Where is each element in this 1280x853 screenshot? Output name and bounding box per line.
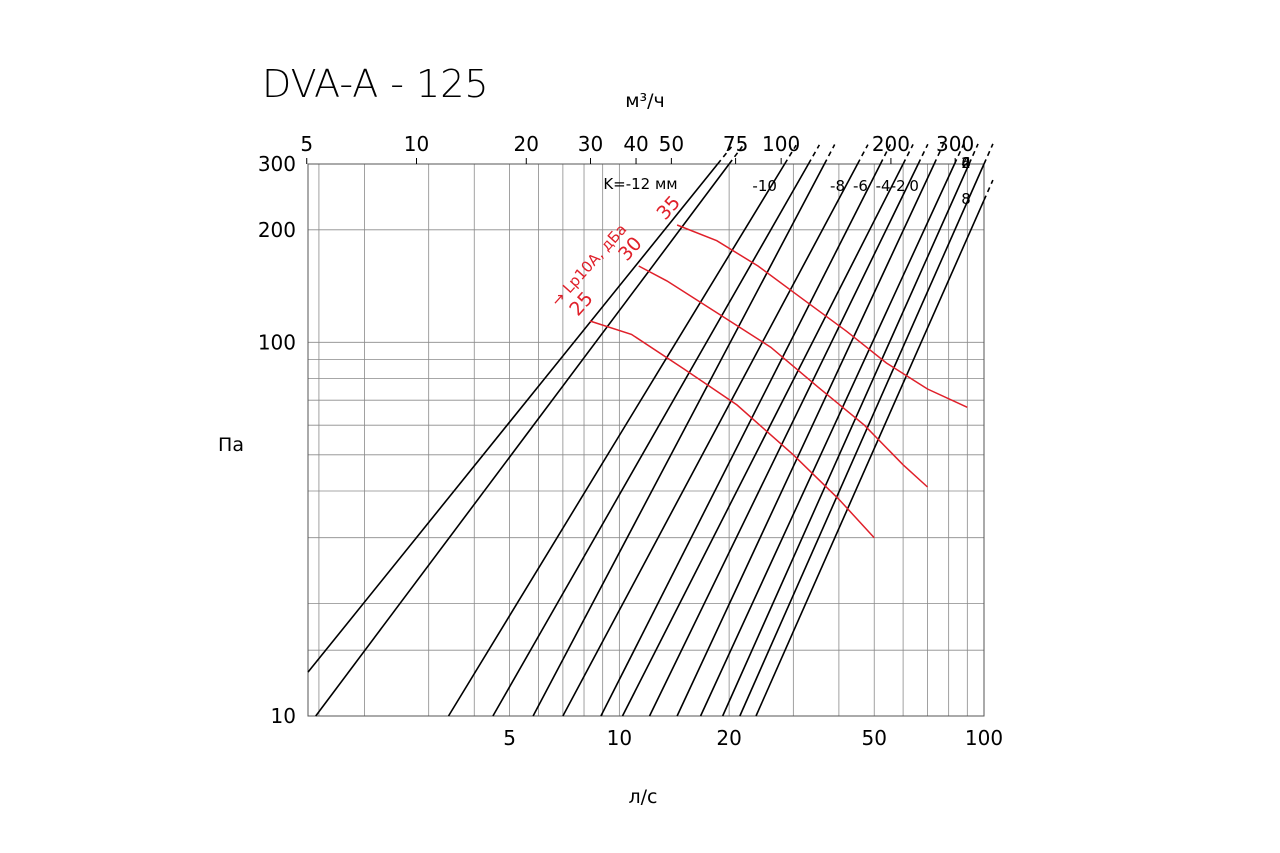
noise-curve-label: 35 <box>652 192 685 225</box>
damper-curve-label: -4 <box>876 177 891 195</box>
damper-curve <box>315 163 730 717</box>
damper-curve-extension <box>807 144 821 165</box>
damper-curve-extension <box>953 143 965 165</box>
damper-curve <box>447 163 786 717</box>
top-tick-label: 30 <box>578 132 603 156</box>
x-tick-label: 5 <box>503 726 516 750</box>
damper-curve-extension <box>983 143 994 165</box>
y-tick-label: 200 <box>258 218 296 242</box>
damper-curve-label: -8 <box>830 177 845 195</box>
top-tick-label: 300 <box>936 132 974 156</box>
top-tick-label: 40 <box>623 132 648 156</box>
damper-curve-extension <box>917 143 929 165</box>
damper-curve-extension <box>902 144 914 165</box>
top-tick-label: 50 <box>659 132 684 156</box>
x-tick-label: 50 <box>862 726 887 750</box>
top-tick-label: 200 <box>872 132 910 156</box>
damper-curve <box>699 163 956 717</box>
damper-curve-label: 2 <box>961 154 971 172</box>
damper-curve-extension <box>783 144 797 165</box>
damper-curve-extension <box>717 146 733 165</box>
damper-curve-label: 8 <box>961 190 971 208</box>
noise-curve <box>589 320 875 539</box>
y-tick-label: 100 <box>258 330 296 354</box>
damper-curve-extension <box>823 144 836 165</box>
grid <box>308 163 985 717</box>
x-tick-label: 100 <box>965 726 1003 750</box>
damper-curve <box>562 163 859 717</box>
top-tick-label: 10 <box>404 132 429 156</box>
y-axis-label: Па <box>218 434 244 456</box>
y-tick-label: 10 <box>271 704 296 728</box>
damper-curve <box>492 163 810 717</box>
damper-curve-label: -6 <box>853 177 868 195</box>
damper-curve <box>307 163 719 673</box>
damper-curve-extension <box>983 179 994 201</box>
noise-curve <box>676 224 968 408</box>
plot-border <box>307 163 985 717</box>
damper-curve <box>676 163 935 717</box>
top-tick-label: 75 <box>723 132 748 156</box>
damper-curve-label: 6 <box>961 154 971 172</box>
damper-curve <box>532 163 826 717</box>
damper-curve-label: K=-12 мм <box>603 175 677 193</box>
damper-curve <box>721 163 970 717</box>
damper-curve <box>621 163 904 717</box>
noise-curve <box>638 265 929 488</box>
x-tick-label: 20 <box>716 726 741 750</box>
top-tick-label: 5 <box>300 132 313 156</box>
damper-curve <box>600 163 882 717</box>
damper-curve-extension <box>933 143 945 165</box>
damper-curve-extension <box>879 144 892 165</box>
bottom-axis-label: л/с <box>629 786 658 808</box>
damper-curve-label: -10 <box>752 177 777 195</box>
x-tick-label: 10 <box>607 726 632 750</box>
y-tick-label: 300 <box>258 152 296 176</box>
damper-curve-label: 0 <box>909 177 919 195</box>
damper-curve-extension <box>968 143 979 165</box>
plot-frame <box>307 163 985 717</box>
damper-curve-label: 4 <box>961 154 971 172</box>
damper-curve-extension <box>728 145 743 165</box>
top-axis-label: м³/ч <box>625 90 665 112</box>
damper-curve-extension <box>856 144 869 165</box>
damper-curve <box>755 199 985 717</box>
damper-curve <box>648 163 919 717</box>
damper-curve-label: -2 <box>891 177 906 195</box>
top-tick-label: 20 <box>514 132 539 156</box>
chart-title: DVA-A - 125 <box>262 62 489 106</box>
top-tick-label: 100 <box>762 132 800 156</box>
damper-curve <box>739 163 985 717</box>
damper-curves: K=-12 мм -10 -8 -6 -4 -2 0 246 8 <box>307 143 994 717</box>
